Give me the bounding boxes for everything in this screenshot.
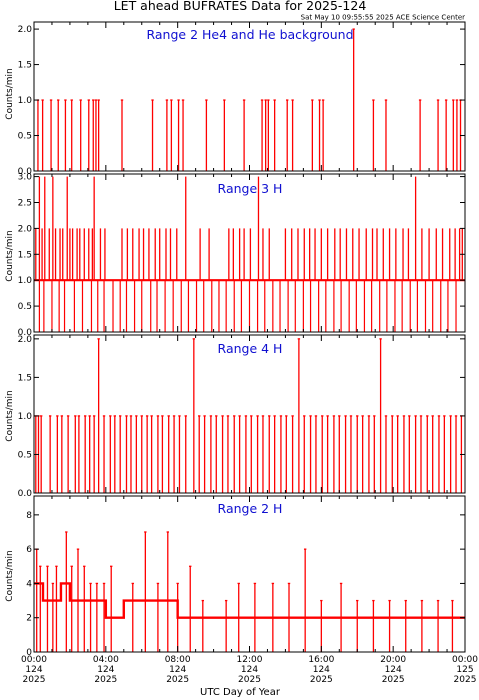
y-tick-label: 0.0 [18, 328, 33, 338]
y-tick-label: 0.5 [18, 302, 32, 312]
panel-label: Range 2 H [218, 501, 283, 516]
y-tick-label: 2 [26, 614, 32, 624]
x-tick-doy-label: 124 [241, 665, 258, 675]
x-tick-doy-label: 125 [456, 665, 473, 675]
y-tick-label: 0.5 [18, 450, 32, 460]
panel-label: Range 3 H [218, 181, 283, 196]
y-tick-label: 1.0 [18, 412, 33, 422]
panel-range4-h: Range 4 H Counts/min 0.0 0.5 1.0 1.5 2.0 [5, 334, 466, 499]
x-tick-year-label: 2025 [238, 675, 261, 685]
x-tick-time-label: 00:00 [21, 655, 47, 665]
y-tick-label: 1.5 [18, 373, 32, 383]
panel-trace [34, 176, 465, 332]
x-tick-time-label: 04:00 [93, 655, 119, 665]
panel-range2-h: Range 2 H Counts/min 0 2 4 6 8 [5, 495, 466, 658]
y-tick-label: 8 [26, 511, 32, 521]
timestamp-label: Sat May 10 09:55:55 2025 ACE Science Cen… [301, 14, 465, 22]
y-tick-label: 1.0 [18, 96, 33, 106]
x-tick-year-label: 2025 [23, 675, 46, 685]
y-tick-label: 0.0 [18, 489, 33, 499]
y-tick-label: 4 [26, 579, 32, 589]
x-tick-doy-label: 124 [25, 665, 42, 675]
y-tick-label: 1.0 [18, 276, 33, 286]
x-tick-doy-label: 124 [313, 665, 330, 675]
panel-range2-he4: Range 2 He4 and He background Counts/min… [5, 21, 466, 177]
y-axis-label: Counts/min [5, 230, 15, 281]
y-axis-label: Counts/min [5, 68, 15, 119]
y-tick-label: 3.0 [18, 173, 33, 183]
x-tick-year-label: 2025 [382, 675, 405, 685]
panel-label: Range 2 He4 and He background [146, 27, 353, 42]
x-tick-year-label: 2025 [94, 675, 117, 685]
x-tick-time-label: 20:00 [380, 655, 406, 665]
y-axis-label: Counts/min [5, 550, 15, 601]
y-tick-label: 2.0 [18, 25, 33, 35]
x-tick-year-label: 2025 [454, 675, 477, 685]
panel-trace [34, 338, 463, 493]
panel-range3-h: Range 3 H Counts/min 0.0 0.5 1.0 1.5 2.0 2.5 3… [5, 173, 466, 338]
y-tick-label: 2.0 [18, 224, 33, 234]
x-tick-year-label: 2025 [166, 675, 189, 685]
x-axis-ticks: 00:00124202504:00124202508:00124202512:0… [21, 655, 478, 685]
y-tick-label: 1.5 [18, 250, 32, 260]
chart-title: LET ahead BUFRATES Data for 2025-124 [114, 0, 367, 13]
x-tick-doy-label: 124 [97, 665, 114, 675]
y-tick-label: 0.5 [18, 132, 32, 142]
x-tick-doy-label: 124 [169, 665, 186, 675]
y-axis-label: Counts/min [5, 390, 15, 441]
y-tick-label: 1.5 [18, 61, 32, 71]
x-tick-doy-label: 124 [385, 665, 402, 675]
panel-label: Range 4 H [218, 341, 283, 356]
x-tick-time-label: 00:00 [452, 655, 478, 665]
x-tick-time-label: 16:00 [308, 655, 334, 665]
y-tick-label: 0 [26, 648, 32, 658]
panel-trace [34, 531, 465, 652]
x-tick-year-label: 2025 [310, 675, 333, 685]
x-tick-time-label: 08:00 [165, 655, 191, 665]
panel-trace [36, 28, 462, 171]
y-tick-label: 0.0 [18, 167, 33, 177]
y-tick-label: 2.0 [18, 335, 33, 345]
x-tick-time-label: 12:00 [237, 655, 263, 665]
y-tick-label: 6 [26, 545, 32, 555]
y-tick-label: 2.5 [18, 198, 32, 208]
x-axis-label: UTC Day of Year [200, 687, 281, 698]
